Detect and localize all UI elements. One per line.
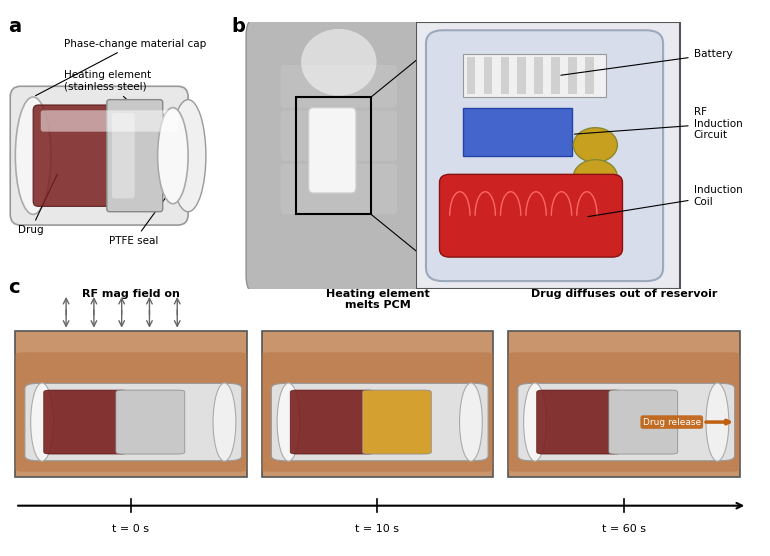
Bar <box>464 108 571 156</box>
FancyBboxPatch shape <box>290 390 374 454</box>
FancyBboxPatch shape <box>416 22 680 289</box>
Ellipse shape <box>301 29 377 96</box>
FancyBboxPatch shape <box>440 175 622 257</box>
FancyBboxPatch shape <box>112 113 135 198</box>
Ellipse shape <box>170 100 206 212</box>
FancyBboxPatch shape <box>280 110 397 161</box>
Text: Induction
Coil: Induction Coil <box>588 185 742 217</box>
Ellipse shape <box>31 383 53 461</box>
Bar <box>508 331 740 477</box>
FancyBboxPatch shape <box>280 163 397 215</box>
Bar <box>484 57 492 95</box>
Text: Heating element
(stainless steel): Heating element (stainless steel) <box>64 70 151 101</box>
Text: Phase-change material cap: Phase-change material cap <box>35 38 206 96</box>
FancyBboxPatch shape <box>41 110 178 132</box>
FancyBboxPatch shape <box>15 353 246 471</box>
FancyBboxPatch shape <box>25 384 242 461</box>
Text: b: b <box>231 17 245 36</box>
Text: c: c <box>8 278 19 297</box>
Text: PTFE seal: PTFE seal <box>109 190 171 246</box>
FancyBboxPatch shape <box>107 100 162 212</box>
Bar <box>464 54 605 97</box>
Circle shape <box>574 128 618 162</box>
Bar <box>500 57 509 95</box>
Ellipse shape <box>277 383 300 461</box>
FancyBboxPatch shape <box>44 390 128 454</box>
Text: HDPE tube: HDPE tube <box>129 113 185 129</box>
Bar <box>551 57 560 95</box>
FancyBboxPatch shape <box>609 390 678 454</box>
FancyBboxPatch shape <box>280 65 397 108</box>
FancyBboxPatch shape <box>309 108 356 193</box>
Circle shape <box>574 160 618 195</box>
Ellipse shape <box>706 383 728 461</box>
Bar <box>262 331 493 477</box>
FancyBboxPatch shape <box>262 353 493 471</box>
FancyBboxPatch shape <box>33 105 115 206</box>
Text: Drug: Drug <box>18 174 57 235</box>
Ellipse shape <box>15 97 51 215</box>
FancyBboxPatch shape <box>246 14 431 297</box>
FancyBboxPatch shape <box>116 390 185 454</box>
FancyBboxPatch shape <box>537 390 621 454</box>
FancyBboxPatch shape <box>426 30 663 281</box>
Text: Battery: Battery <box>561 49 732 75</box>
FancyBboxPatch shape <box>518 384 735 461</box>
Bar <box>15 331 246 477</box>
Bar <box>517 57 526 95</box>
Bar <box>585 57 594 95</box>
Bar <box>568 57 577 95</box>
FancyBboxPatch shape <box>271 384 488 461</box>
Ellipse shape <box>524 383 547 461</box>
Bar <box>534 57 543 95</box>
FancyBboxPatch shape <box>508 353 740 471</box>
Text: Drug diffuses out of reservoir: Drug diffuses out of reservoir <box>531 289 717 299</box>
Ellipse shape <box>158 108 188 203</box>
Text: Heating element
melts PCM: Heating element melts PCM <box>326 289 430 310</box>
Text: Drug release: Drug release <box>643 418 729 426</box>
Text: t = 0 s: t = 0 s <box>112 524 149 534</box>
FancyBboxPatch shape <box>10 86 188 225</box>
Bar <box>296 97 371 215</box>
Text: RF
Induction
Circuit: RF Induction Circuit <box>574 107 742 140</box>
Ellipse shape <box>213 383 236 461</box>
FancyBboxPatch shape <box>363 390 431 454</box>
Text: RF mag field on: RF mag field on <box>82 289 180 299</box>
Ellipse shape <box>460 383 482 461</box>
Text: t = 10 s: t = 10 s <box>356 524 400 534</box>
Text: a: a <box>8 17 21 36</box>
Bar <box>467 57 475 95</box>
Text: t = 60 s: t = 60 s <box>602 524 646 534</box>
